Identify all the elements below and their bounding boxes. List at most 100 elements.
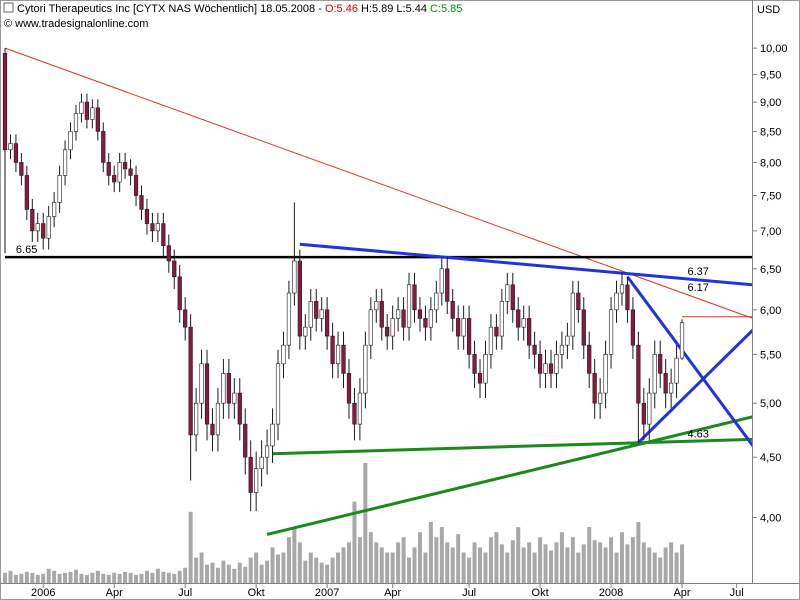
close-label: C:5.85 bbox=[430, 3, 462, 15]
candle-body bbox=[13, 143, 19, 163]
volume-bar bbox=[346, 542, 351, 583]
volume-bar bbox=[592, 540, 597, 583]
volume-bar bbox=[669, 542, 674, 583]
candle-body bbox=[619, 284, 625, 294]
trendline bbox=[266, 415, 752, 536]
y-tick-label: 9,50 bbox=[760, 69, 781, 81]
y-tick-label: 6,00 bbox=[760, 305, 781, 317]
y-tick-label: 5,00 bbox=[760, 398, 781, 410]
volume-bar bbox=[199, 552, 204, 583]
volume-bar bbox=[41, 573, 46, 583]
candle-body bbox=[565, 335, 570, 346]
candle-body bbox=[128, 168, 133, 176]
volume-bar bbox=[428, 521, 433, 583]
candle-body bbox=[679, 322, 685, 359]
volume-bar bbox=[215, 567, 220, 583]
y-tick-label: 4,00 bbox=[760, 513, 781, 525]
x-tick-label: Apr bbox=[673, 587, 690, 599]
candle-body bbox=[286, 292, 292, 346]
volume-bar bbox=[609, 537, 614, 583]
open-label: O:5.46 bbox=[325, 3, 358, 15]
candle-body bbox=[417, 309, 423, 319]
candle-body bbox=[559, 344, 565, 355]
candle-body bbox=[101, 131, 106, 163]
candle-body bbox=[374, 301, 379, 311]
candle-body bbox=[674, 357, 679, 384]
candle-body bbox=[396, 309, 401, 319]
candle-body bbox=[494, 326, 499, 337]
trendline-label: 4.63 bbox=[688, 428, 709, 440]
candle-body bbox=[669, 382, 674, 394]
volume-bar bbox=[292, 527, 297, 583]
candle-body bbox=[537, 354, 543, 374]
candle-body bbox=[608, 309, 614, 355]
volume-bar bbox=[330, 557, 335, 583]
candle-body bbox=[270, 423, 275, 447]
candle-body bbox=[30, 209, 35, 232]
volume-bar bbox=[177, 570, 182, 583]
candle-body bbox=[297, 260, 302, 337]
trendline bbox=[299, 242, 752, 287]
candle-body bbox=[166, 245, 171, 262]
candle-body bbox=[172, 260, 177, 278]
volume-bar bbox=[434, 537, 439, 583]
candle-body bbox=[450, 301, 455, 319]
candle-body bbox=[204, 363, 210, 425]
chart-title: Cytori Therapeutics Inc [CYTX NAS Wöchen… bbox=[17, 3, 325, 15]
candle-body bbox=[275, 363, 281, 425]
volume-bar bbox=[379, 547, 384, 583]
volume-bar bbox=[543, 544, 548, 583]
candle-body bbox=[41, 223, 46, 239]
volume-bar bbox=[570, 537, 575, 583]
volume-bar bbox=[680, 544, 685, 583]
volume-bar bbox=[439, 527, 444, 583]
volume-bar bbox=[281, 552, 286, 583]
candle-body bbox=[412, 284, 417, 311]
candle-body bbox=[554, 354, 559, 374]
candle-body bbox=[581, 309, 586, 346]
candle-body bbox=[210, 423, 215, 436]
candle-body bbox=[603, 354, 608, 394]
volume-bar bbox=[24, 571, 29, 583]
candle-body bbox=[254, 468, 259, 493]
volume-bar bbox=[325, 564, 330, 583]
volume-bar bbox=[625, 544, 630, 583]
volume-bar bbox=[166, 572, 171, 583]
candle-body bbox=[177, 276, 182, 311]
candle-body bbox=[237, 392, 242, 425]
candle-body bbox=[598, 392, 603, 404]
volume-bar bbox=[106, 574, 111, 583]
volume-bar bbox=[128, 572, 133, 583]
chart-icon bbox=[3, 2, 14, 13]
volume-bar bbox=[636, 521, 641, 583]
trendline-label: 6.65 bbox=[16, 244, 37, 256]
volume-bar bbox=[494, 532, 499, 583]
candle-body bbox=[281, 344, 286, 365]
candle-body bbox=[434, 292, 439, 311]
candle-body bbox=[521, 318, 526, 328]
volume-bar bbox=[587, 527, 592, 583]
trendline-label: 6.17 bbox=[688, 282, 709, 294]
volume-bar bbox=[63, 572, 68, 583]
volume-bar bbox=[303, 560, 308, 583]
volume-bar bbox=[641, 542, 646, 583]
volume-bar bbox=[510, 540, 515, 583]
volume-bar bbox=[139, 573, 144, 583]
volume-bar bbox=[538, 537, 543, 583]
volume-bar bbox=[226, 564, 231, 583]
volume-bar bbox=[619, 532, 624, 583]
volume-bar bbox=[243, 566, 248, 583]
candle-body bbox=[390, 318, 395, 337]
candle-body bbox=[133, 175, 139, 196]
candle-body bbox=[401, 309, 406, 328]
candle-body bbox=[215, 402, 221, 436]
volume-bar bbox=[559, 532, 564, 583]
y-tick-label: 5,50 bbox=[760, 349, 781, 361]
volume-bar bbox=[270, 547, 275, 583]
candle-body bbox=[2, 52, 8, 151]
volume-bar bbox=[445, 542, 450, 583]
candle-body bbox=[341, 344, 346, 374]
candle-body bbox=[592, 373, 597, 404]
volume-bar bbox=[95, 570, 100, 583]
